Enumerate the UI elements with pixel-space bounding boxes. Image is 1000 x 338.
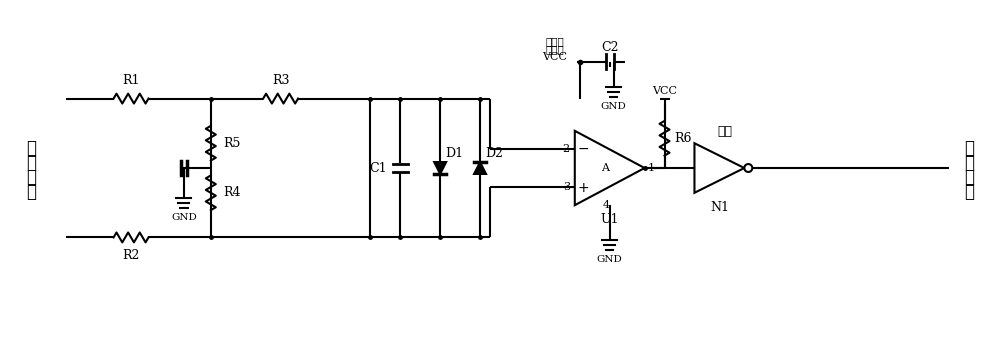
Text: N1: N1 — [710, 201, 729, 214]
Text: D2: D2 — [485, 147, 503, 160]
Text: 非门: 非门 — [717, 125, 732, 138]
Text: GND: GND — [597, 255, 623, 264]
Polygon shape — [474, 162, 486, 174]
Text: 1: 1 — [648, 163, 655, 173]
Text: 电: 电 — [964, 169, 974, 187]
Text: 交: 交 — [26, 140, 36, 157]
Text: 4: 4 — [603, 200, 610, 210]
Text: A: A — [601, 163, 609, 173]
Text: 流: 流 — [26, 154, 36, 172]
Text: GND: GND — [601, 101, 627, 111]
Text: 后: 后 — [964, 140, 974, 157]
Text: R1: R1 — [122, 74, 140, 87]
Text: R6: R6 — [675, 132, 692, 145]
Text: C2: C2 — [601, 41, 618, 54]
Text: D1: D1 — [445, 147, 463, 160]
Text: VCC: VCC — [542, 52, 567, 62]
Text: 2: 2 — [563, 144, 570, 154]
Text: C1: C1 — [370, 162, 387, 174]
Polygon shape — [434, 162, 446, 174]
Text: R5: R5 — [224, 137, 241, 150]
Text: R3: R3 — [272, 74, 289, 87]
Text: −: − — [578, 141, 589, 155]
Text: GND: GND — [171, 213, 197, 222]
Text: VCC: VCC — [652, 86, 677, 96]
Text: 级: 级 — [964, 154, 974, 172]
Text: 入: 入 — [26, 184, 36, 201]
Text: U1: U1 — [600, 213, 619, 226]
Text: R2: R2 — [122, 249, 140, 262]
Polygon shape — [694, 143, 744, 193]
Text: +: + — [578, 180, 589, 195]
Text: 电源正: 电源正 — [545, 37, 564, 46]
Text: 路: 路 — [964, 184, 974, 201]
Polygon shape — [575, 131, 645, 205]
Text: 输出端: 输出端 — [545, 45, 564, 54]
Text: R4: R4 — [224, 186, 241, 199]
Text: 3: 3 — [563, 182, 570, 192]
Text: 输: 输 — [26, 169, 36, 187]
